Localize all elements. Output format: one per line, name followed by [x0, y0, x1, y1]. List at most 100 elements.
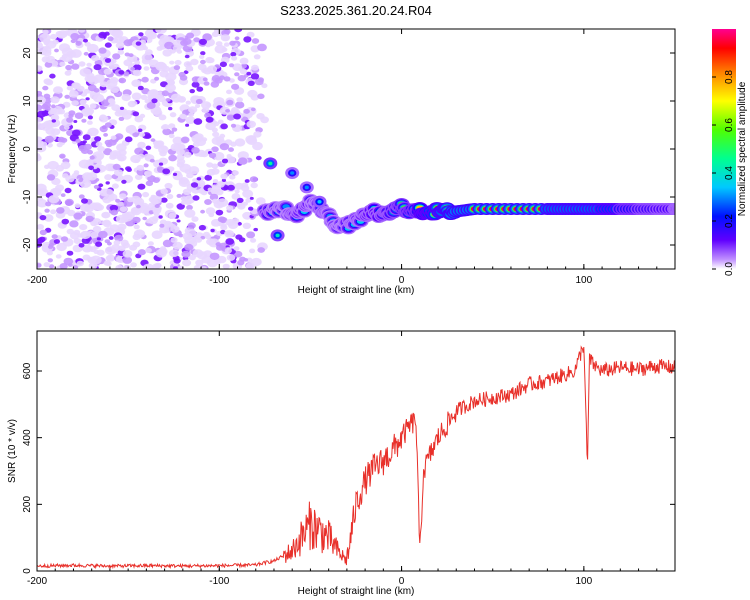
noise-speck: [153, 159, 164, 168]
y-tick-label: 600: [22, 362, 33, 379]
noise-speck: [253, 131, 262, 138]
noise-speck: [132, 216, 141, 224]
noise-speck: [168, 154, 177, 162]
noise-speck: [201, 101, 212, 109]
noise-speck: [130, 262, 137, 268]
noise-speck: [43, 93, 51, 99]
noise-speck: [88, 165, 94, 171]
noise-speck: [78, 243, 85, 248]
noise-speck: [50, 209, 57, 215]
noise-speck: [51, 104, 56, 109]
noise-speck: [144, 170, 153, 177]
noise-speck: [242, 189, 254, 198]
noise-speck: [249, 196, 254, 200]
noise-speck: [200, 59, 206, 65]
noise-speck: [86, 62, 92, 67]
x-tick-label: -100: [209, 576, 229, 587]
noise-speck: [202, 33, 212, 41]
noise-speck: [224, 247, 232, 254]
noise-speck: [184, 199, 192, 205]
noise-speck: [42, 85, 49, 91]
noise-speck: [249, 248, 256, 254]
noise-speck: [234, 29, 243, 33]
noise-speck: [56, 142, 63, 148]
noise-speck: [186, 32, 195, 39]
noise-speck: [37, 104, 43, 112]
signal-cell: [677, 207, 684, 212]
noise-speck: [83, 38, 88, 43]
noise-speck: [84, 41, 91, 47]
noise-speck: [220, 123, 228, 130]
noise-speck: [164, 182, 173, 190]
snr-series-line: [37, 345, 675, 570]
noise-speck: [114, 169, 124, 177]
noise-speck: [136, 204, 141, 209]
noise-speck: [202, 77, 208, 82]
noise-speck: [219, 61, 227, 68]
noise-speck: [145, 49, 153, 56]
noise-speck: [227, 184, 235, 191]
noise-speck: [242, 222, 251, 229]
noise-speck: [209, 193, 219, 201]
noise-speck: [232, 218, 240, 224]
noise-speck: [212, 179, 219, 184]
noise-speck: [45, 201, 52, 207]
noise-speck: [151, 215, 159, 222]
noise-speck: [213, 151, 225, 161]
x-tick-label: 100: [576, 275, 593, 286]
noise-speck: [247, 80, 255, 87]
noise-speck: [223, 186, 229, 190]
noise-speck: [79, 203, 91, 212]
noise-speck: [59, 61, 66, 67]
signal-blob: [304, 185, 309, 190]
noise-speck: [185, 65, 194, 72]
noise-speck: [186, 204, 193, 211]
noise-speck: [237, 259, 245, 266]
noise-speck: [98, 115, 109, 123]
noise-speck: [137, 153, 145, 159]
noise-speck: [87, 127, 99, 137]
noise-speck: [48, 264, 55, 269]
noise-speck: [215, 209, 224, 216]
noise-speck: [234, 36, 240, 41]
noise-speck: [246, 257, 253, 263]
noise-speck: [86, 172, 98, 181]
noise-speck: [150, 194, 156, 199]
noise-speck: [90, 104, 96, 110]
noise-speck: [118, 78, 124, 83]
noise-speck: [73, 238, 82, 244]
noise-speck: [131, 92, 142, 101]
noise-speck: [37, 96, 46, 105]
noise-speck: [78, 178, 83, 183]
colorbar-tick-label: 0.2: [724, 214, 735, 228]
noise-speck: [182, 38, 192, 45]
noise-speck: [183, 151, 192, 158]
noise-speck: [86, 246, 94, 252]
noise-speck: [61, 53, 73, 63]
noise-speck: [226, 114, 235, 121]
noise-speck: [257, 43, 267, 52]
noise-speck: [228, 147, 234, 152]
noise-speck: [71, 100, 79, 106]
noise-speck: [200, 209, 206, 214]
noise-speck: [217, 119, 224, 125]
noise-speck: [232, 170, 239, 176]
noise-speck: [211, 163, 219, 169]
noise-speck: [261, 83, 268, 89]
noise-speck: [257, 247, 266, 253]
noise-speck: [104, 122, 112, 128]
noise-speck: [168, 133, 175, 139]
noise-speck: [47, 110, 54, 115]
noise-speck: [246, 71, 252, 76]
noise-speck: [160, 197, 168, 203]
y-tick-label: 400: [22, 429, 33, 446]
colorbar-ticks: 0.0 0.2 0.4 0.6 0.8: [712, 70, 735, 276]
noise-speck: [37, 263, 42, 268]
noise-speck: [248, 206, 254, 211]
signal-cell: [676, 206, 686, 213]
noise-speck: [245, 197, 252, 203]
noise-speck: [104, 42, 112, 48]
noise-speck: [109, 204, 119, 212]
noise-speck: [172, 45, 182, 52]
